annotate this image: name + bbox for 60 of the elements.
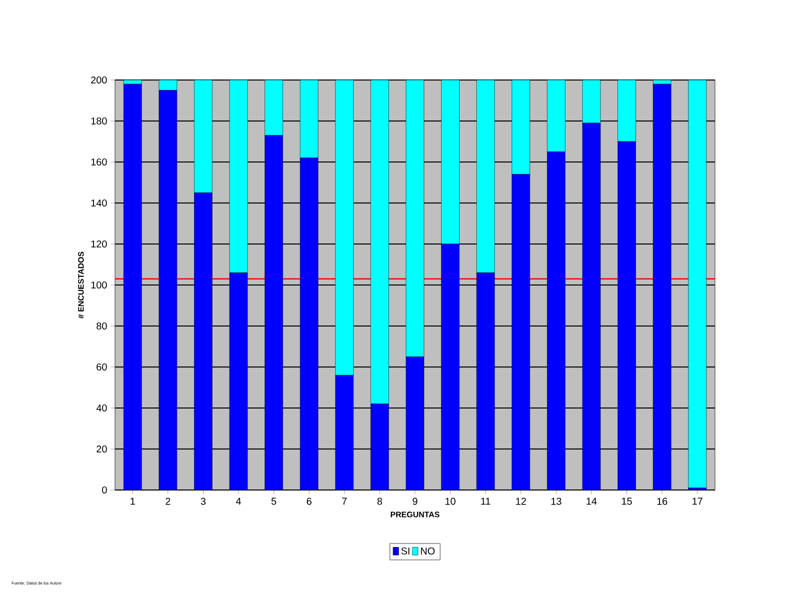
x-tick-label: 10: [446, 498, 456, 505]
x-tick-label: 17: [692, 498, 702, 505]
bar: [512, 174, 530, 490]
bar: [194, 192, 212, 490]
bar: [335, 375, 354, 490]
bar: [547, 80, 566, 152]
y-tick-label: 120: [91, 240, 107, 248]
bar: [406, 356, 424, 490]
x-tick-label: 9: [412, 498, 418, 505]
x-tick-label: 5: [271, 498, 276, 505]
y-tick-label: 20: [96, 445, 107, 453]
x-tick-label: 4: [236, 498, 242, 505]
bar: [618, 141, 636, 490]
y-tick-label: 200: [91, 76, 107, 84]
x-tick-label: 12: [516, 498, 526, 505]
x-tick-label: 6: [306, 498, 312, 505]
bar: [264, 80, 283, 136]
bar: [582, 80, 601, 124]
bar: [229, 272, 248, 490]
bar: [229, 80, 248, 273]
bar: [194, 80, 212, 193]
y-tick-label: 160: [91, 158, 107, 166]
bar: [652, 84, 672, 490]
legend-label: SI: [401, 547, 410, 555]
y-tick-label: 40: [96, 404, 107, 412]
x-tick-label: 3: [200, 498, 206, 505]
bar: [441, 80, 460, 244]
bar: [618, 80, 636, 142]
bar: [124, 84, 142, 490]
x-tick-label: 15: [622, 498, 632, 505]
y-tick-label: 140: [91, 199, 107, 207]
legend-label: NO: [421, 547, 435, 555]
x-tick-label: 11: [481, 498, 490, 505]
bar: [441, 244, 460, 490]
x-tick-label: 7: [342, 498, 347, 505]
bar: [158, 90, 178, 490]
bar: [582, 122, 601, 490]
x-tick-label: 16: [657, 498, 668, 505]
bar: [370, 404, 389, 490]
x-tick-label: 2: [166, 498, 170, 505]
y-tick-label: 60: [96, 363, 107, 371]
y-tick-label: 180: [91, 117, 107, 125]
bar: [335, 80, 354, 376]
y-tick-label: 0: [102, 486, 107, 494]
x-tick-label: 14: [586, 498, 597, 505]
bar: [688, 80, 707, 488]
bar: [300, 80, 318, 158]
bar: [476, 80, 495, 273]
y-tick-label: 100: [91, 281, 107, 289]
bar: [300, 158, 318, 490]
x-tick-label: 1: [130, 498, 135, 505]
bar: [406, 80, 424, 357]
bar: [370, 80, 389, 404]
bar: [476, 272, 495, 490]
x-tick-label: 8: [377, 498, 382, 505]
bar: [512, 80, 530, 174]
x-tick-label: 13: [551, 498, 562, 505]
bar: [547, 152, 566, 490]
y-tick-label: 80: [96, 322, 107, 330]
bar: [264, 135, 283, 490]
